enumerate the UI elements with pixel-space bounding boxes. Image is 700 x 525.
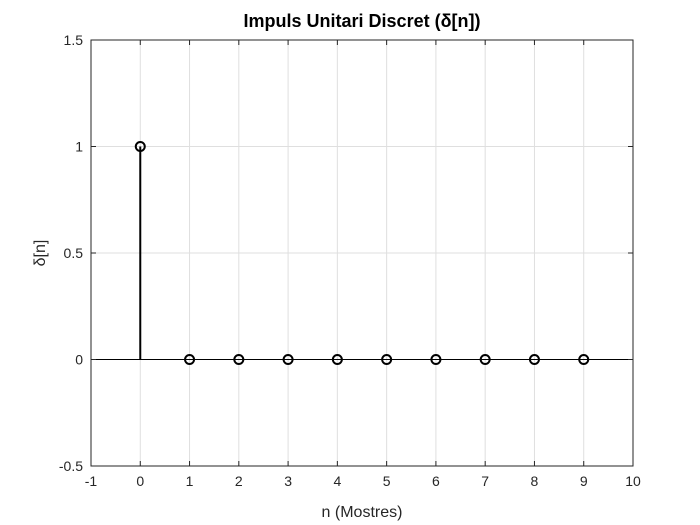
chart-title: Impuls Unitari Discret (δ[n]) bbox=[244, 11, 481, 31]
stem-layer bbox=[134, 141, 590, 365]
stem-marker bbox=[184, 354, 196, 365]
stem-marker bbox=[578, 354, 590, 365]
stem-marker bbox=[479, 354, 491, 365]
x-tick-label: 9 bbox=[580, 473, 588, 489]
stem-marker bbox=[282, 354, 294, 365]
stem-marker bbox=[331, 354, 343, 365]
y-tick-label: 0.5 bbox=[64, 245, 84, 261]
stem-marker bbox=[134, 141, 146, 152]
y-tick-label: 1.5 bbox=[64, 32, 84, 48]
y-axis-label: δ[n] bbox=[32, 240, 49, 267]
x-tick-label: 6 bbox=[432, 473, 440, 489]
stem-marker bbox=[528, 354, 540, 365]
x-tick-label: -1 bbox=[85, 473, 98, 489]
x-tick-label: 3 bbox=[284, 473, 292, 489]
x-tick-label: 1 bbox=[186, 473, 194, 489]
x-tick-labels: -1 0 1 2 3 4 5 6 7 8 9 10 bbox=[85, 473, 641, 489]
x-tick-label: 2 bbox=[235, 473, 243, 489]
stem-marker bbox=[430, 354, 442, 365]
x-tick-label: 7 bbox=[481, 473, 489, 489]
x-axis-label: n (Mostres) bbox=[322, 504, 403, 521]
y-tick-label: -0.5 bbox=[59, 458, 83, 474]
y-tick-labels: -0.5 0 0.5 1 1.5 bbox=[59, 32, 83, 474]
x-tick-label: 8 bbox=[531, 473, 539, 489]
x-tick-label: 10 bbox=[625, 473, 641, 489]
x-tick-label: 4 bbox=[333, 473, 341, 489]
stem-marker bbox=[381, 354, 393, 365]
x-tick-label: 0 bbox=[136, 473, 144, 489]
y-tick-label: 0 bbox=[75, 352, 83, 368]
x-tick-label: 5 bbox=[383, 473, 391, 489]
y-tick-label: 1 bbox=[75, 139, 83, 155]
tick-layer bbox=[90, 39, 634, 467]
stem-marker bbox=[233, 354, 245, 365]
grid-layer bbox=[90, 39, 634, 467]
